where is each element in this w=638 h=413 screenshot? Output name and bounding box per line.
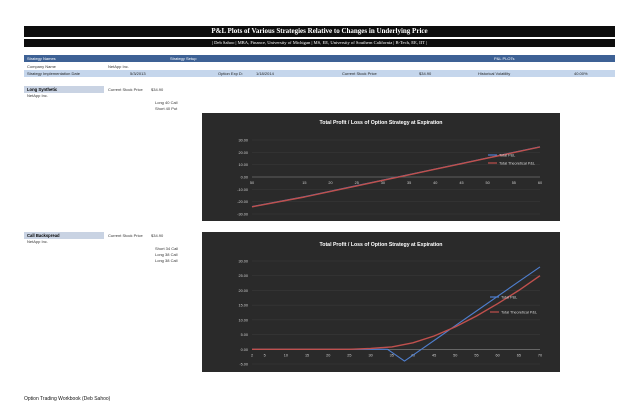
y-tick-label: 20.00 <box>238 289 248 293</box>
column-header-row: Strategy Names Strategy Setup P&L PLOTs <box>24 55 615 62</box>
stock-price-label: Current Stock Price <box>108 87 143 92</box>
x-tick-label: 2 <box>251 353 253 357</box>
x-tick-label: 65 <box>517 353 521 357</box>
params-row: Strategy Implementation Date 5/3/2013 Op… <box>24 70 615 77</box>
y-tick-label: 10.00 <box>238 318 248 322</box>
x-tick-label: 45 <box>459 181 463 185</box>
y-tick-label: 20.00 <box>238 151 248 155</box>
pl-chart-long-synthetic: Total Profit / Loss of Option Strategy a… <box>202 113 560 221</box>
page-title: P&L Plots of Various Strategies Relative… <box>24 26 615 37</box>
expiry-value: 1/18/2014 <box>256 71 274 76</box>
volatility-value: 40.00% <box>574 71 588 76</box>
x-tick-label: 15 <box>305 353 309 357</box>
pl-chart-call-backspread: Total Profit / Loss of Option Strategy a… <box>202 232 560 372</box>
x-tick-label: 55 <box>512 181 516 185</box>
y-tick-label: -10.00 <box>237 188 248 192</box>
x-tick-label: 35 <box>390 353 394 357</box>
company-value: NetApp Inc. <box>108 64 129 69</box>
author-subtitle: | Deb Sahoo | MBA, Finance, University o… <box>24 39 615 47</box>
section-long-synthetic-header: Long Synthetic <box>24 86 104 93</box>
y-tick-label: -5.00 <box>239 363 248 367</box>
y-tick-label: 30.00 <box>238 139 248 143</box>
stock-price-label: Current Stock Price <box>108 233 143 238</box>
leg-1: Short 34 Call <box>155 246 179 251</box>
y-tick-label: 25.00 <box>238 274 248 278</box>
x-tick-label: 50 <box>486 181 490 185</box>
strategy-name: Long Synthetic <box>27 87 58 92</box>
impl-date-label: Strategy Implementation Date <box>27 71 80 76</box>
footer-text: Option Trading Workbook (Deb Sahoo) <box>24 396 111 402</box>
col-pl-plots: P&L PLOTs <box>494 56 515 61</box>
x-tick-label: 25 <box>347 353 351 357</box>
legend-label: Total Theoretical P&L <box>501 310 537 314</box>
y-tick-label: 0.00 <box>241 176 248 180</box>
strategy-company: NetApp Inc. <box>27 93 48 98</box>
series-line-total-pl <box>252 266 541 362</box>
x-tick-label: 70 <box>538 353 542 357</box>
x-tick-label: 30 <box>381 181 385 185</box>
x-tick-label: 40 <box>433 181 437 185</box>
strategy-name: Call Backspread <box>27 233 60 238</box>
expiry-label: Option Exp D: <box>218 71 243 76</box>
stock-price-value: $34.90 <box>151 87 164 92</box>
series-line-theoretical-pl <box>251 146 541 208</box>
chart-title: Total Profit / Loss of Option Strategy a… <box>320 120 443 126</box>
chart-title: Total Profit / Loss of Option Strategy a… <box>320 242 443 248</box>
x-tick-label: 60 <box>496 353 500 357</box>
y-tick-label: -30.00 <box>237 213 248 217</box>
col-strategy-setup: Strategy Setup <box>170 56 197 61</box>
leg-3: Long 38 Call <box>155 258 178 263</box>
x-tick-label: 50 <box>453 353 457 357</box>
x-tick-label: 60 <box>538 181 542 185</box>
company-label: Company Name <box>27 64 56 69</box>
stock-price-label: Current Stock Price <box>342 71 377 76</box>
y-tick-label: -20.00 <box>237 200 248 204</box>
volatility-label: Historical Volatility <box>478 71 511 76</box>
company-row: Company Name NetApp Inc. <box>24 63 615 70</box>
impl-date-value: 5/3/2013 <box>130 71 146 76</box>
leg-2: Long 38 Call <box>155 252 178 257</box>
y-tick-label: 0.00 <box>241 348 248 352</box>
x-tick-label: 20 <box>326 353 330 357</box>
col-strategy-names: Strategy Names <box>27 56 56 61</box>
x-tick-label: 55 <box>474 353 478 357</box>
legend-label: Total Theoretical P&L <box>499 161 535 165</box>
leg-1: Long 40 Call <box>155 100 178 105</box>
legend-label: Total P&L <box>501 295 517 299</box>
stock-price-value: $34.90 <box>419 71 432 76</box>
y-tick-label: 10.00 <box>238 163 248 167</box>
legend-label: Total P&L <box>499 153 515 157</box>
stock-price-value: $34.90 <box>151 233 164 238</box>
x-tick-label: 50 <box>250 181 254 185</box>
x-tick-label: 30 <box>368 353 372 357</box>
strategy-company: NetApp Inc. <box>27 239 48 244</box>
x-tick-label: 35 <box>407 181 411 185</box>
y-tick-label: 15.00 <box>238 304 248 308</box>
x-tick-label: 20 <box>328 181 332 185</box>
x-tick-label: 15 <box>302 181 306 185</box>
x-tick-label: 25 <box>355 181 359 185</box>
x-tick-label: 45 <box>432 353 436 357</box>
y-tick-label: 30.00 <box>238 260 248 264</box>
section-call-backspread-header: Call Backspread <box>24 232 104 239</box>
series-line-theoretical-pl <box>252 275 541 351</box>
y-tick-label: 5.00 <box>241 333 248 337</box>
leg-2: Short 40 Put <box>155 106 178 111</box>
x-tick-label: 5 <box>264 353 266 357</box>
x-tick-label: 10 <box>284 353 288 357</box>
